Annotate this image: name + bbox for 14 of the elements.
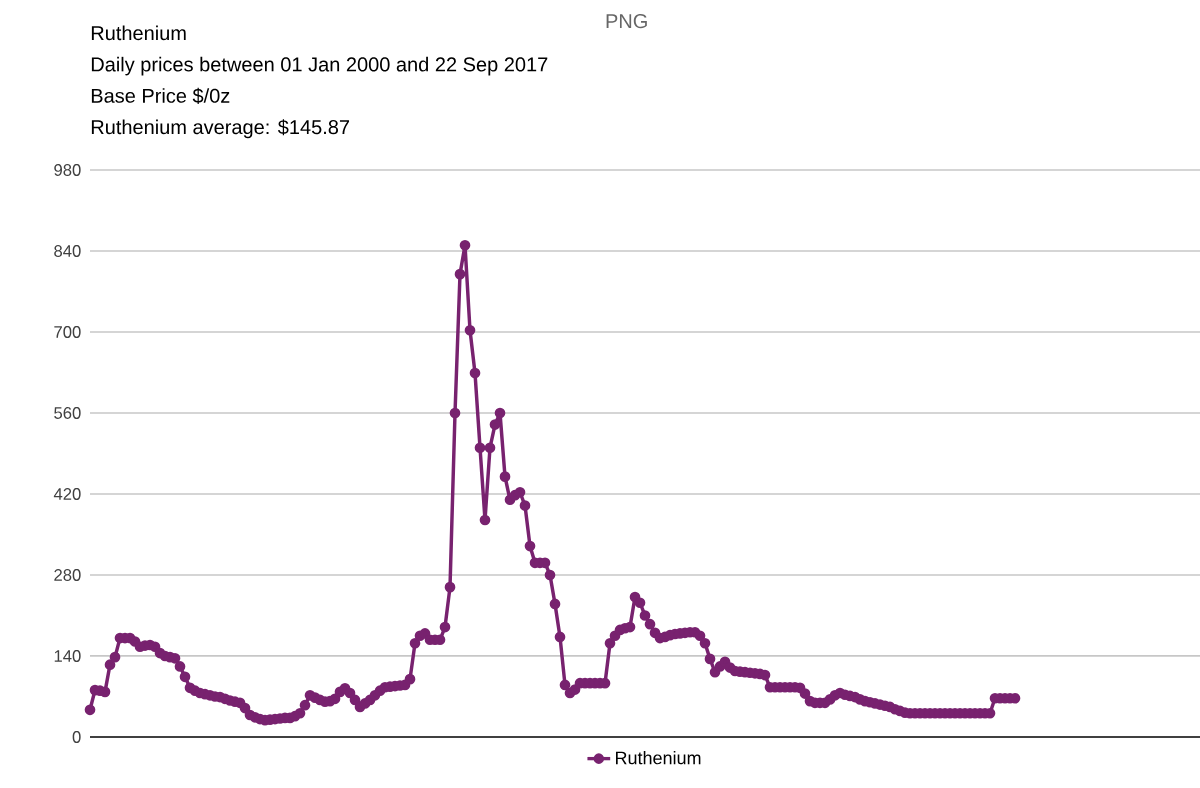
chart-subtitle: Daily prices between 01 Jan 2000 and 22 Sep 2017 xyxy=(91,56,548,76)
y-tick-label: 700 xyxy=(54,326,81,338)
text: PNG xyxy=(606,14,647,29)
text: Ruthenium average: $145.87 xyxy=(91,119,350,139)
legend-label: Ruthenium xyxy=(616,751,701,765)
y-tick-label: 280 xyxy=(54,569,81,581)
y-tick-label: 980 xyxy=(54,164,81,176)
y-tick-label: 840 xyxy=(54,245,81,257)
y-tick-label: 560 xyxy=(54,407,81,419)
y-tick-label: 140 xyxy=(54,650,81,662)
y-tick-label: 420 xyxy=(53,488,81,500)
text: Base Price $/0z xyxy=(91,87,230,105)
y-tick-label: 0 xyxy=(72,731,81,743)
chart-title: Ruthenium xyxy=(91,25,186,41)
